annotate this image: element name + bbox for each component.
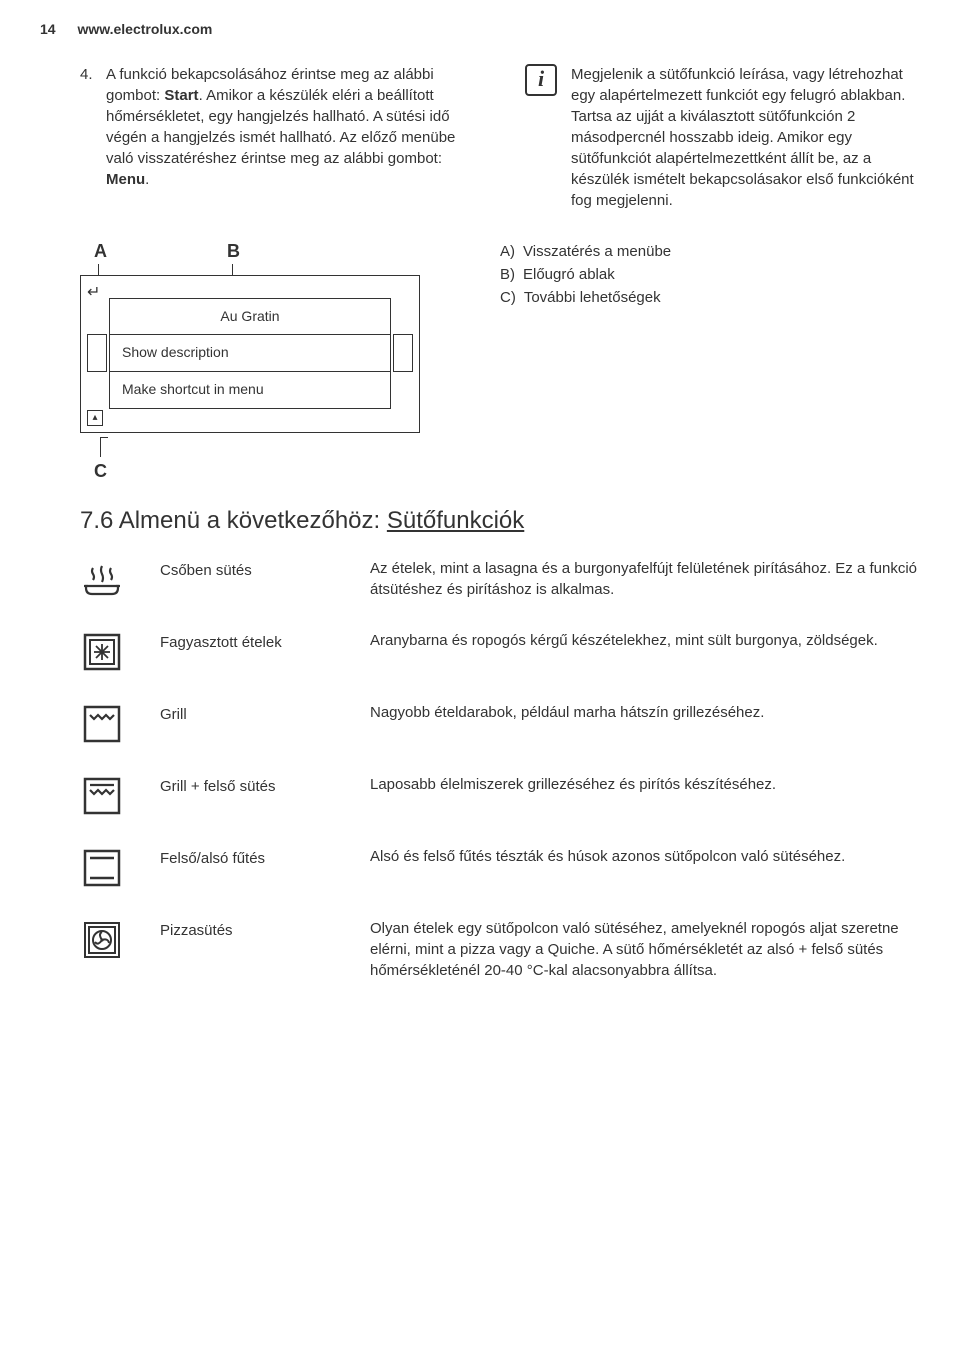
info-text: Megjelenik a sütőfunkció leírása, vagy l… (571, 64, 920, 211)
diagram: A B ↵ Au Gratin Show description Make sh… (80, 239, 440, 484)
back-icon: ↵ (87, 282, 100, 304)
gratin-icon (80, 558, 124, 602)
legend-key-c: C) (500, 287, 516, 308)
top-bottom-icon (80, 846, 124, 890)
diagram-legend: A) Visszatérés a menübe B) Előugró ablak… (500, 239, 920, 310)
step-number: 4. (80, 64, 96, 190)
hint-icon: ▴ (87, 410, 103, 426)
label-b: B (227, 239, 240, 264)
legend-text-a: Visszatérés a menübe (523, 241, 671, 262)
right-stub (393, 334, 413, 372)
func-name: Fagyasztott ételek (160, 630, 350, 653)
step-text: A funkció bekapcsolásához érintse meg az… (106, 64, 475, 190)
menu-line-3: Make shortcut in menu (110, 372, 390, 408)
func-name: Pizzasütés (160, 918, 350, 941)
func-desc: Aranybarna és ropogós kérgű készételekhe… (370, 630, 920, 651)
func-name: Grill + felső sütés (160, 774, 350, 797)
left-stub (87, 334, 107, 372)
label-c: C (94, 459, 440, 484)
legend-key-b: B) (500, 264, 515, 285)
func-desc: Alsó és felső fűtés tészták és húsok azo… (370, 846, 920, 867)
function-table: Csőben sütés Az ételek, mint a lasagna é… (80, 558, 920, 981)
page-number: 14 (40, 20, 56, 40)
func-name: Felső/alsó fűtés (160, 846, 350, 869)
pizza-icon (80, 918, 124, 962)
func-desc: Az ételek, mint a lasagna és a burgonyaf… (370, 558, 920, 600)
top-content: 4. A funkció bekapcsolásához érintse meg… (80, 64, 920, 211)
legend-text-b: Előugró ablak (523, 264, 615, 285)
diagram-row: A B ↵ Au Gratin Show description Make sh… (80, 239, 920, 484)
grill-top-icon (80, 774, 124, 818)
label-a: A (94, 239, 107, 264)
func-name: Grill (160, 702, 350, 725)
page-header: 14 www.electrolux.com (40, 20, 920, 40)
legend-key-a: A) (500, 241, 515, 262)
menu-line-2: Show description (110, 335, 390, 372)
diagram-box: ↵ Au Gratin Show description Make shortc… (80, 275, 420, 433)
header-url: www.electrolux.com (77, 21, 212, 37)
popup-menu: Au Gratin Show description Make shortcut… (109, 298, 391, 409)
func-desc: Laposabb élelmiszerek grillezéséhez és p… (370, 774, 920, 795)
info-block: i Megjelenik a sütőfunkció leírása, vagy… (525, 64, 920, 211)
legend-text-c: További lehetőségek (524, 287, 661, 308)
info-icon: i (525, 64, 557, 96)
func-desc: Olyan ételek egy sütőpolcon való sütéséh… (370, 918, 920, 981)
step-4-block: 4. A funkció bekapcsolásához érintse meg… (80, 64, 475, 211)
func-desc: Nagyobb ételdarabok, például marha hátsz… (370, 702, 920, 723)
func-name: Csőben sütés (160, 558, 350, 581)
grill-icon (80, 702, 124, 746)
section-title: 7.6 Almenü a következőhöz: Sütőfunkciók (80, 504, 920, 538)
menu-line-1: Au Gratin (110, 299, 390, 336)
frozen-icon (80, 630, 124, 674)
